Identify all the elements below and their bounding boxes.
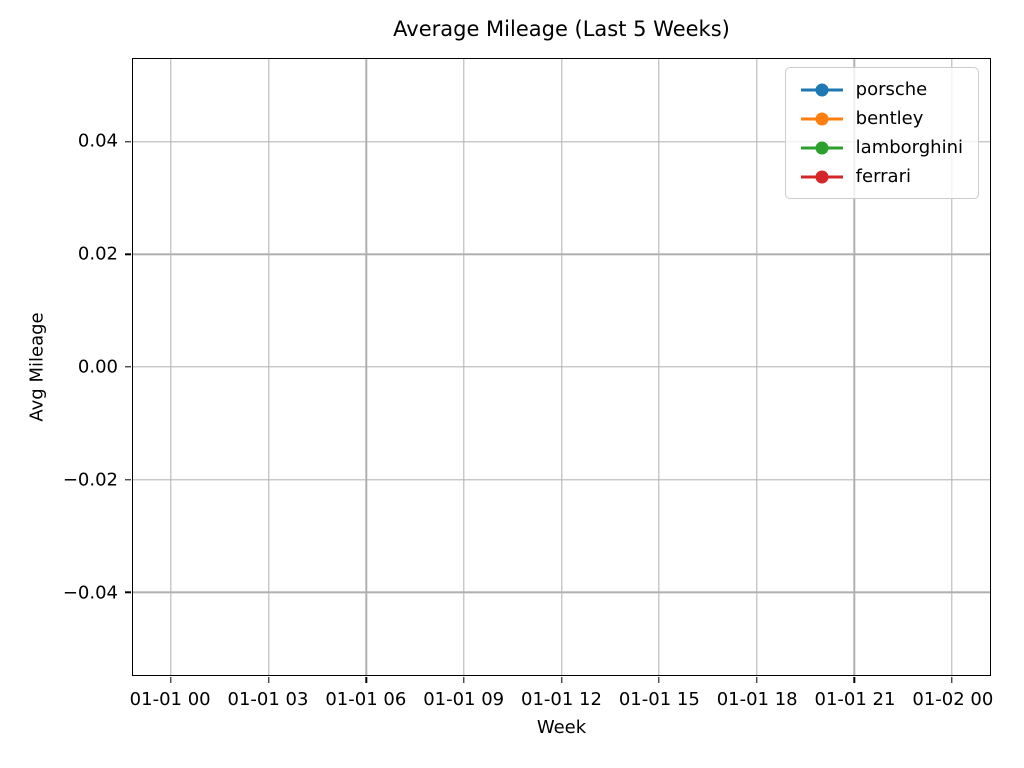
legend-handle — [800, 82, 843, 97]
legend-label: bentley — [855, 108, 924, 129]
x-tick-mark — [463, 677, 465, 683]
chart-title: Average Mileage (Last 5 Weeks) — [393, 17, 730, 41]
horizontal-gridline — [133, 141, 990, 143]
x-tick-mark — [658, 677, 660, 683]
legend-row: ferrari — [800, 162, 963, 191]
legend-marker-circle-icon — [815, 83, 829, 96]
y-tick-label: −0.04 — [62, 582, 118, 604]
x-tick-label: 01-01 09 — [423, 689, 505, 710]
x-tick-mark — [170, 677, 172, 683]
y-tick-mark — [125, 591, 131, 593]
horizontal-gridline — [133, 253, 990, 256]
y-tick-label: 0.00 — [77, 356, 118, 378]
y-tick-label: 0.04 — [77, 130, 118, 152]
legend-row: lamborghini — [800, 133, 963, 162]
legend-marker-circle-icon — [815, 170, 829, 183]
x-axis-label: Week — [536, 717, 587, 738]
y-axis-label: Avg Mileage — [26, 312, 48, 422]
x-tick-mark — [267, 677, 270, 683]
y-tick-label: −0.02 — [62, 469, 118, 491]
legend-row: porsche — [800, 75, 963, 104]
x-tick-label: 01-02 00 — [912, 689, 994, 710]
x-tick-label: 01-01 00 — [129, 689, 211, 710]
y-tick-mark — [125, 366, 131, 368]
legend-handle — [800, 111, 843, 126]
x-tick-label: 01-01 03 — [227, 689, 309, 710]
y-tick-mark — [125, 141, 131, 143]
legend: porsche bentley lamborghini ferrari — [784, 67, 979, 199]
legend-label: ferrari — [855, 166, 911, 187]
legend-row: bentley — [800, 104, 963, 133]
horizontal-gridline — [133, 366, 990, 368]
x-tick-label: 01-01 21 — [814, 689, 896, 710]
y-tick-mark — [125, 253, 131, 256]
x-tick-label: 01-01 15 — [618, 689, 700, 710]
horizontal-gridline — [133, 591, 990, 593]
legend-label: lamborghini — [855, 137, 963, 158]
x-tick-mark — [756, 677, 758, 683]
x-tick-mark — [365, 677, 367, 683]
x-tick-mark — [560, 677, 563, 683]
y-tick-label: 0.02 — [77, 243, 118, 265]
legend-handle — [800, 140, 843, 155]
horizontal-gridline — [133, 478, 990, 481]
y-tick-mark — [125, 478, 131, 481]
x-tick-label: 01-01 06 — [325, 689, 407, 710]
legend-label: porsche — [855, 79, 928, 100]
x-tick-mark — [951, 677, 953, 683]
x-tick-label: 01-01 12 — [521, 689, 602, 710]
legend-marker-circle-icon — [815, 141, 829, 154]
x-tick-label: 01-01 18 — [716, 689, 798, 710]
plot-area: porsche bentley lamborghini ferrari — [125, 58, 991, 683]
legend-handle — [800, 169, 843, 184]
legend-marker-circle-icon — [815, 112, 829, 125]
x-tick-mark — [853, 677, 856, 683]
